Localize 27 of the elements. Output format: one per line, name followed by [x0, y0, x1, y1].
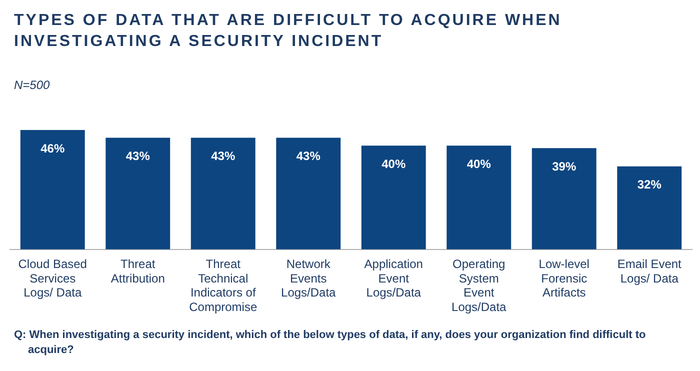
- x-tick-label: Email Event Logs/ Data: [617, 256, 682, 286]
- x-tick-label: Threat Attribution: [110, 256, 165, 286]
- bar: [106, 138, 170, 250]
- bar: [532, 148, 596, 250]
- x-tick-label: Low-level Forensic Artifacts: [538, 256, 590, 300]
- bar: [361, 146, 426, 250]
- data-label: 43%: [211, 149, 236, 164]
- data-label: 40%: [382, 156, 406, 171]
- data-label: 46%: [40, 141, 65, 156]
- x-tick-label: Network Events Logs/Data: [281, 256, 336, 300]
- x-tick-label: Threat Technical Indicators of Compromise: [189, 256, 258, 314]
- bar: [190, 138, 256, 250]
- bar: [617, 166, 682, 250]
- text: Q: When investigating a security incident, which of the below types of data, if any, does your organization find difficult to acquire?: [14, 328, 647, 358]
- chart-subtitle: N=500: [14, 78, 50, 92]
- bar: [446, 146, 512, 250]
- data-label: 43%: [126, 149, 150, 164]
- x-tick-label: Application Event Logs/Data: [364, 256, 423, 300]
- x-tick-label: Cloud Based Services Logs/ Data: [18, 256, 87, 300]
- bar: [20, 130, 85, 250]
- x-tick-label: Operating System Event Logs/Data: [452, 256, 507, 314]
- data-label: 43%: [296, 149, 321, 164]
- bar: [276, 138, 341, 250]
- data-label: 32%: [637, 178, 662, 192]
- chart-title: TYPES OF DATA THAT ARE DIFFICULT TO ACQUIRE WHEN INVESTIGATING A SECURITY INCIDENT: [14, 11, 563, 52]
- data-label: 40%: [466, 156, 492, 171]
- data-label: 39%: [552, 159, 576, 174]
